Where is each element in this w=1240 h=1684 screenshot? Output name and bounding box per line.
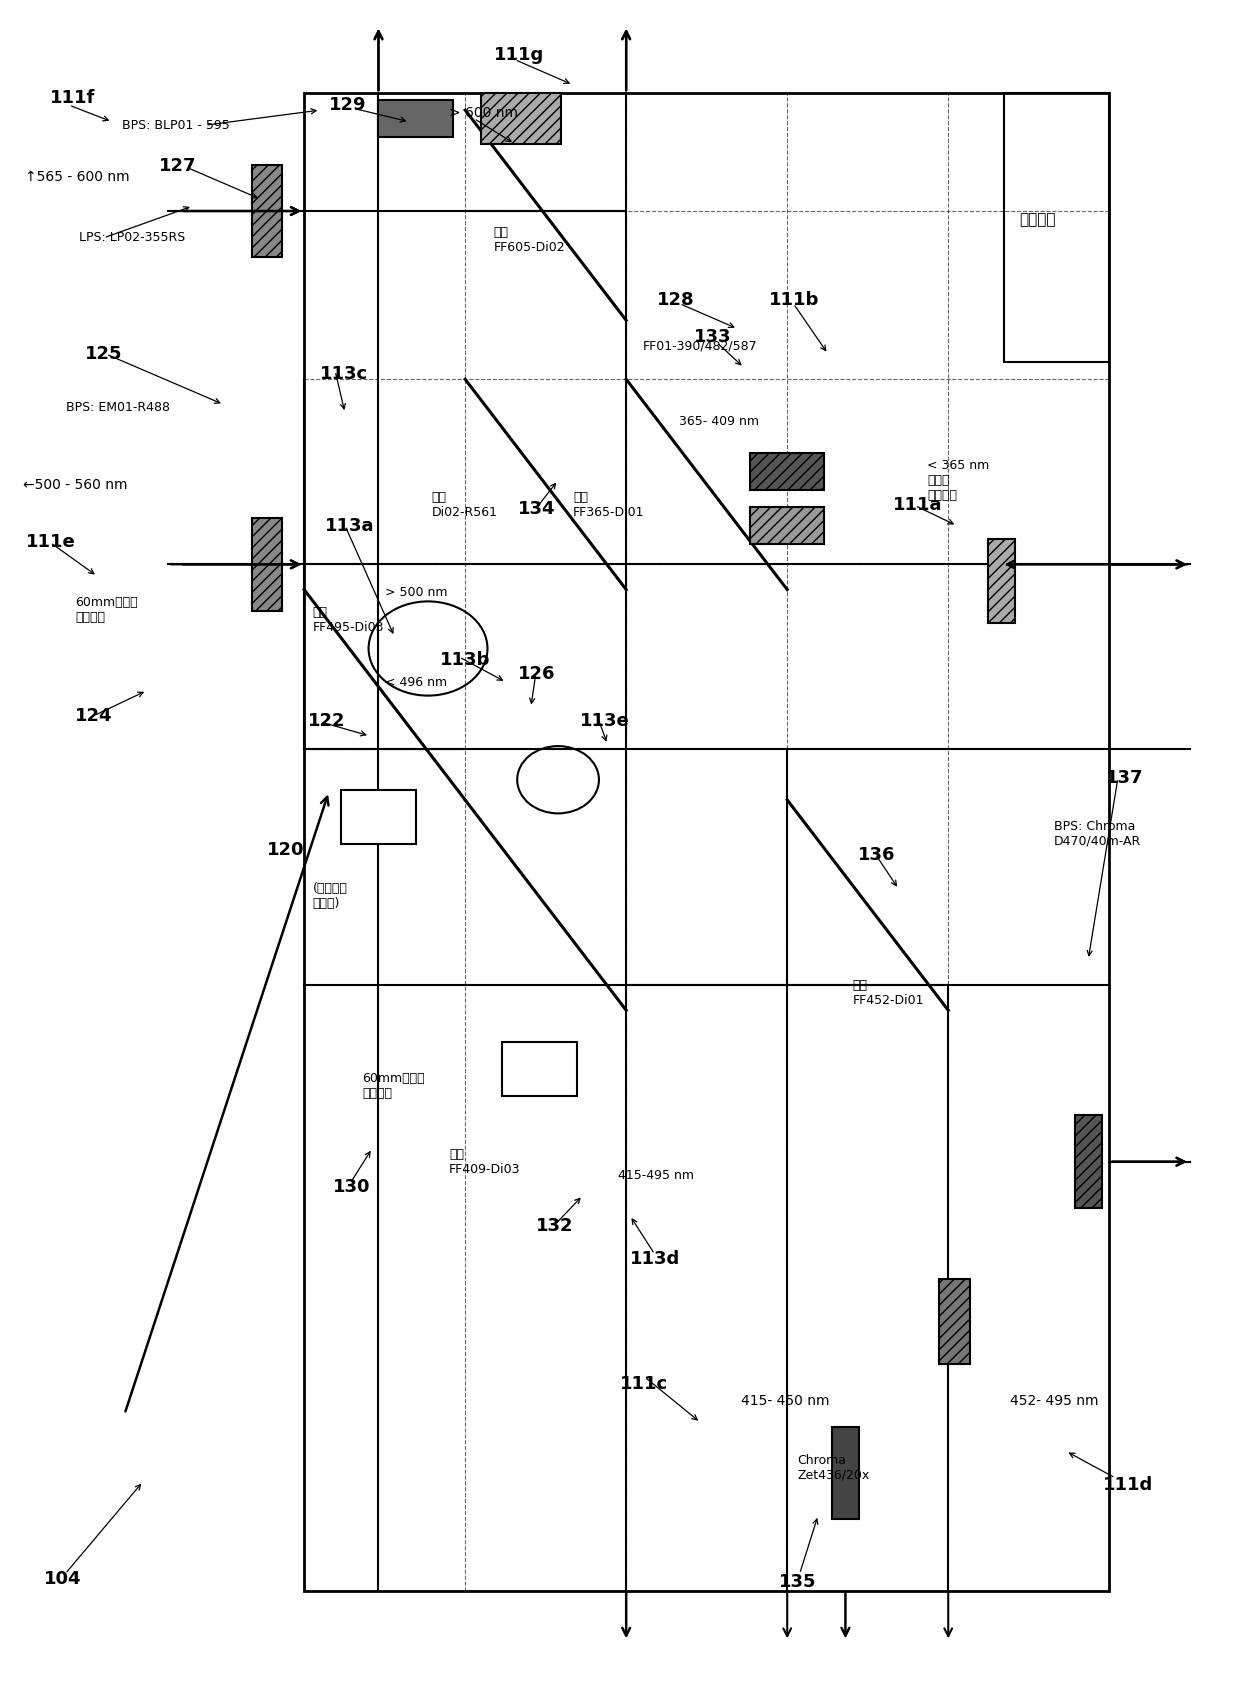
Text: 104: 104 — [45, 1569, 82, 1588]
Bar — [832, 1426, 859, 1519]
Text: 125: 125 — [84, 345, 123, 364]
Text: ↑565 - 600 nm: ↑565 - 600 nm — [26, 170, 130, 184]
Text: FF01-390/482/587: FF01-390/482/587 — [642, 338, 756, 352]
Bar — [481, 93, 562, 143]
Text: 127: 127 — [159, 157, 197, 175]
Text: 113e: 113e — [580, 712, 630, 729]
Bar — [252, 165, 283, 258]
Text: Chroma
Zet436/20x: Chroma Zet436/20x — [797, 1453, 869, 1482]
Text: 明线
FF409-Di03: 明线 FF409-Di03 — [449, 1148, 521, 1175]
Text: 126: 126 — [518, 665, 556, 682]
Bar — [1004, 93, 1110, 362]
Bar — [252, 519, 283, 611]
Text: 130: 130 — [332, 1177, 371, 1196]
Text: 111d: 111d — [1104, 1475, 1153, 1494]
Text: 111e: 111e — [26, 534, 76, 551]
Text: 113a: 113a — [325, 517, 374, 534]
Text: 111c: 111c — [620, 1374, 668, 1393]
Text: BPS: EM01-R488: BPS: EM01-R488 — [67, 401, 170, 414]
Text: 120: 120 — [267, 842, 305, 859]
Text: 415-495 nm: 415-495 nm — [618, 1169, 693, 1182]
Bar — [939, 1280, 970, 1364]
Bar — [502, 1042, 577, 1096]
Text: BPS: Chroma
D470/40m-AR: BPS: Chroma D470/40m-AR — [1054, 820, 1141, 847]
Text: 解复用器: 解复用器 — [1019, 212, 1055, 227]
Text: 113c: 113c — [320, 365, 368, 384]
Text: 129: 129 — [329, 96, 367, 115]
Text: < 365 nm
激光器
（激发）: < 365 nm 激光器 （激发） — [928, 458, 990, 502]
Text: 124: 124 — [74, 707, 113, 724]
Text: 134: 134 — [518, 500, 556, 519]
Text: 415- 450 nm: 415- 450 nm — [742, 1394, 830, 1408]
Text: 明线
FF365-Di01: 明线 FF365-Di01 — [573, 492, 645, 519]
Text: 137: 137 — [1106, 770, 1143, 786]
Bar — [304, 93, 1110, 1591]
Text: < 496 nm: < 496 nm — [384, 675, 446, 689]
Text: 133: 133 — [694, 328, 732, 347]
Text: (纤维端口
准直器): (纤维端口 准直器) — [312, 882, 347, 909]
Text: 60mm消色差
双合赛門: 60mm消色差 双合赛門 — [362, 1073, 425, 1100]
Bar — [988, 539, 1016, 623]
Text: 111g: 111g — [494, 45, 544, 64]
Text: 452- 495 nm: 452- 495 nm — [1011, 1394, 1099, 1408]
Text: 113d: 113d — [630, 1250, 681, 1268]
Text: BPS: BLP01 - 595: BPS: BLP01 - 595 — [122, 118, 229, 131]
Text: 122: 122 — [308, 712, 346, 729]
Text: 113b: 113b — [440, 652, 491, 669]
Text: > 500 nm: > 500 nm — [384, 586, 448, 600]
Bar — [750, 453, 825, 490]
Bar — [378, 99, 453, 136]
Text: 明线
FF495-Di03: 明线 FF495-Di03 — [312, 606, 384, 633]
Bar — [1075, 1115, 1102, 1207]
Bar — [341, 790, 415, 844]
Text: 明线
FF452-Di01: 明线 FF452-Di01 — [853, 980, 924, 1007]
Text: ←500 - 560 nm: ←500 - 560 nm — [24, 478, 128, 492]
Text: LPS: LP02-355RS: LPS: LP02-355RS — [78, 231, 185, 244]
Text: 111f: 111f — [51, 89, 95, 108]
Text: 365- 409 nm: 365- 409 nm — [680, 414, 759, 428]
Text: 明线
FF605-Di02: 明线 FF605-Di02 — [494, 226, 565, 254]
Text: > 600 nm: > 600 nm — [449, 106, 518, 121]
Text: 132: 132 — [536, 1216, 573, 1234]
Text: 136: 136 — [858, 847, 895, 864]
Text: 111b: 111b — [769, 291, 818, 310]
Text: 128: 128 — [657, 291, 694, 310]
Text: 明线
Di02-R561: 明线 Di02-R561 — [432, 492, 497, 519]
Bar — [750, 507, 825, 544]
Text: 135: 135 — [779, 1573, 816, 1591]
Text: 111a: 111a — [893, 497, 942, 515]
Text: 60mm消色差
双合赛門: 60mm消色差 双合赛門 — [74, 596, 138, 623]
